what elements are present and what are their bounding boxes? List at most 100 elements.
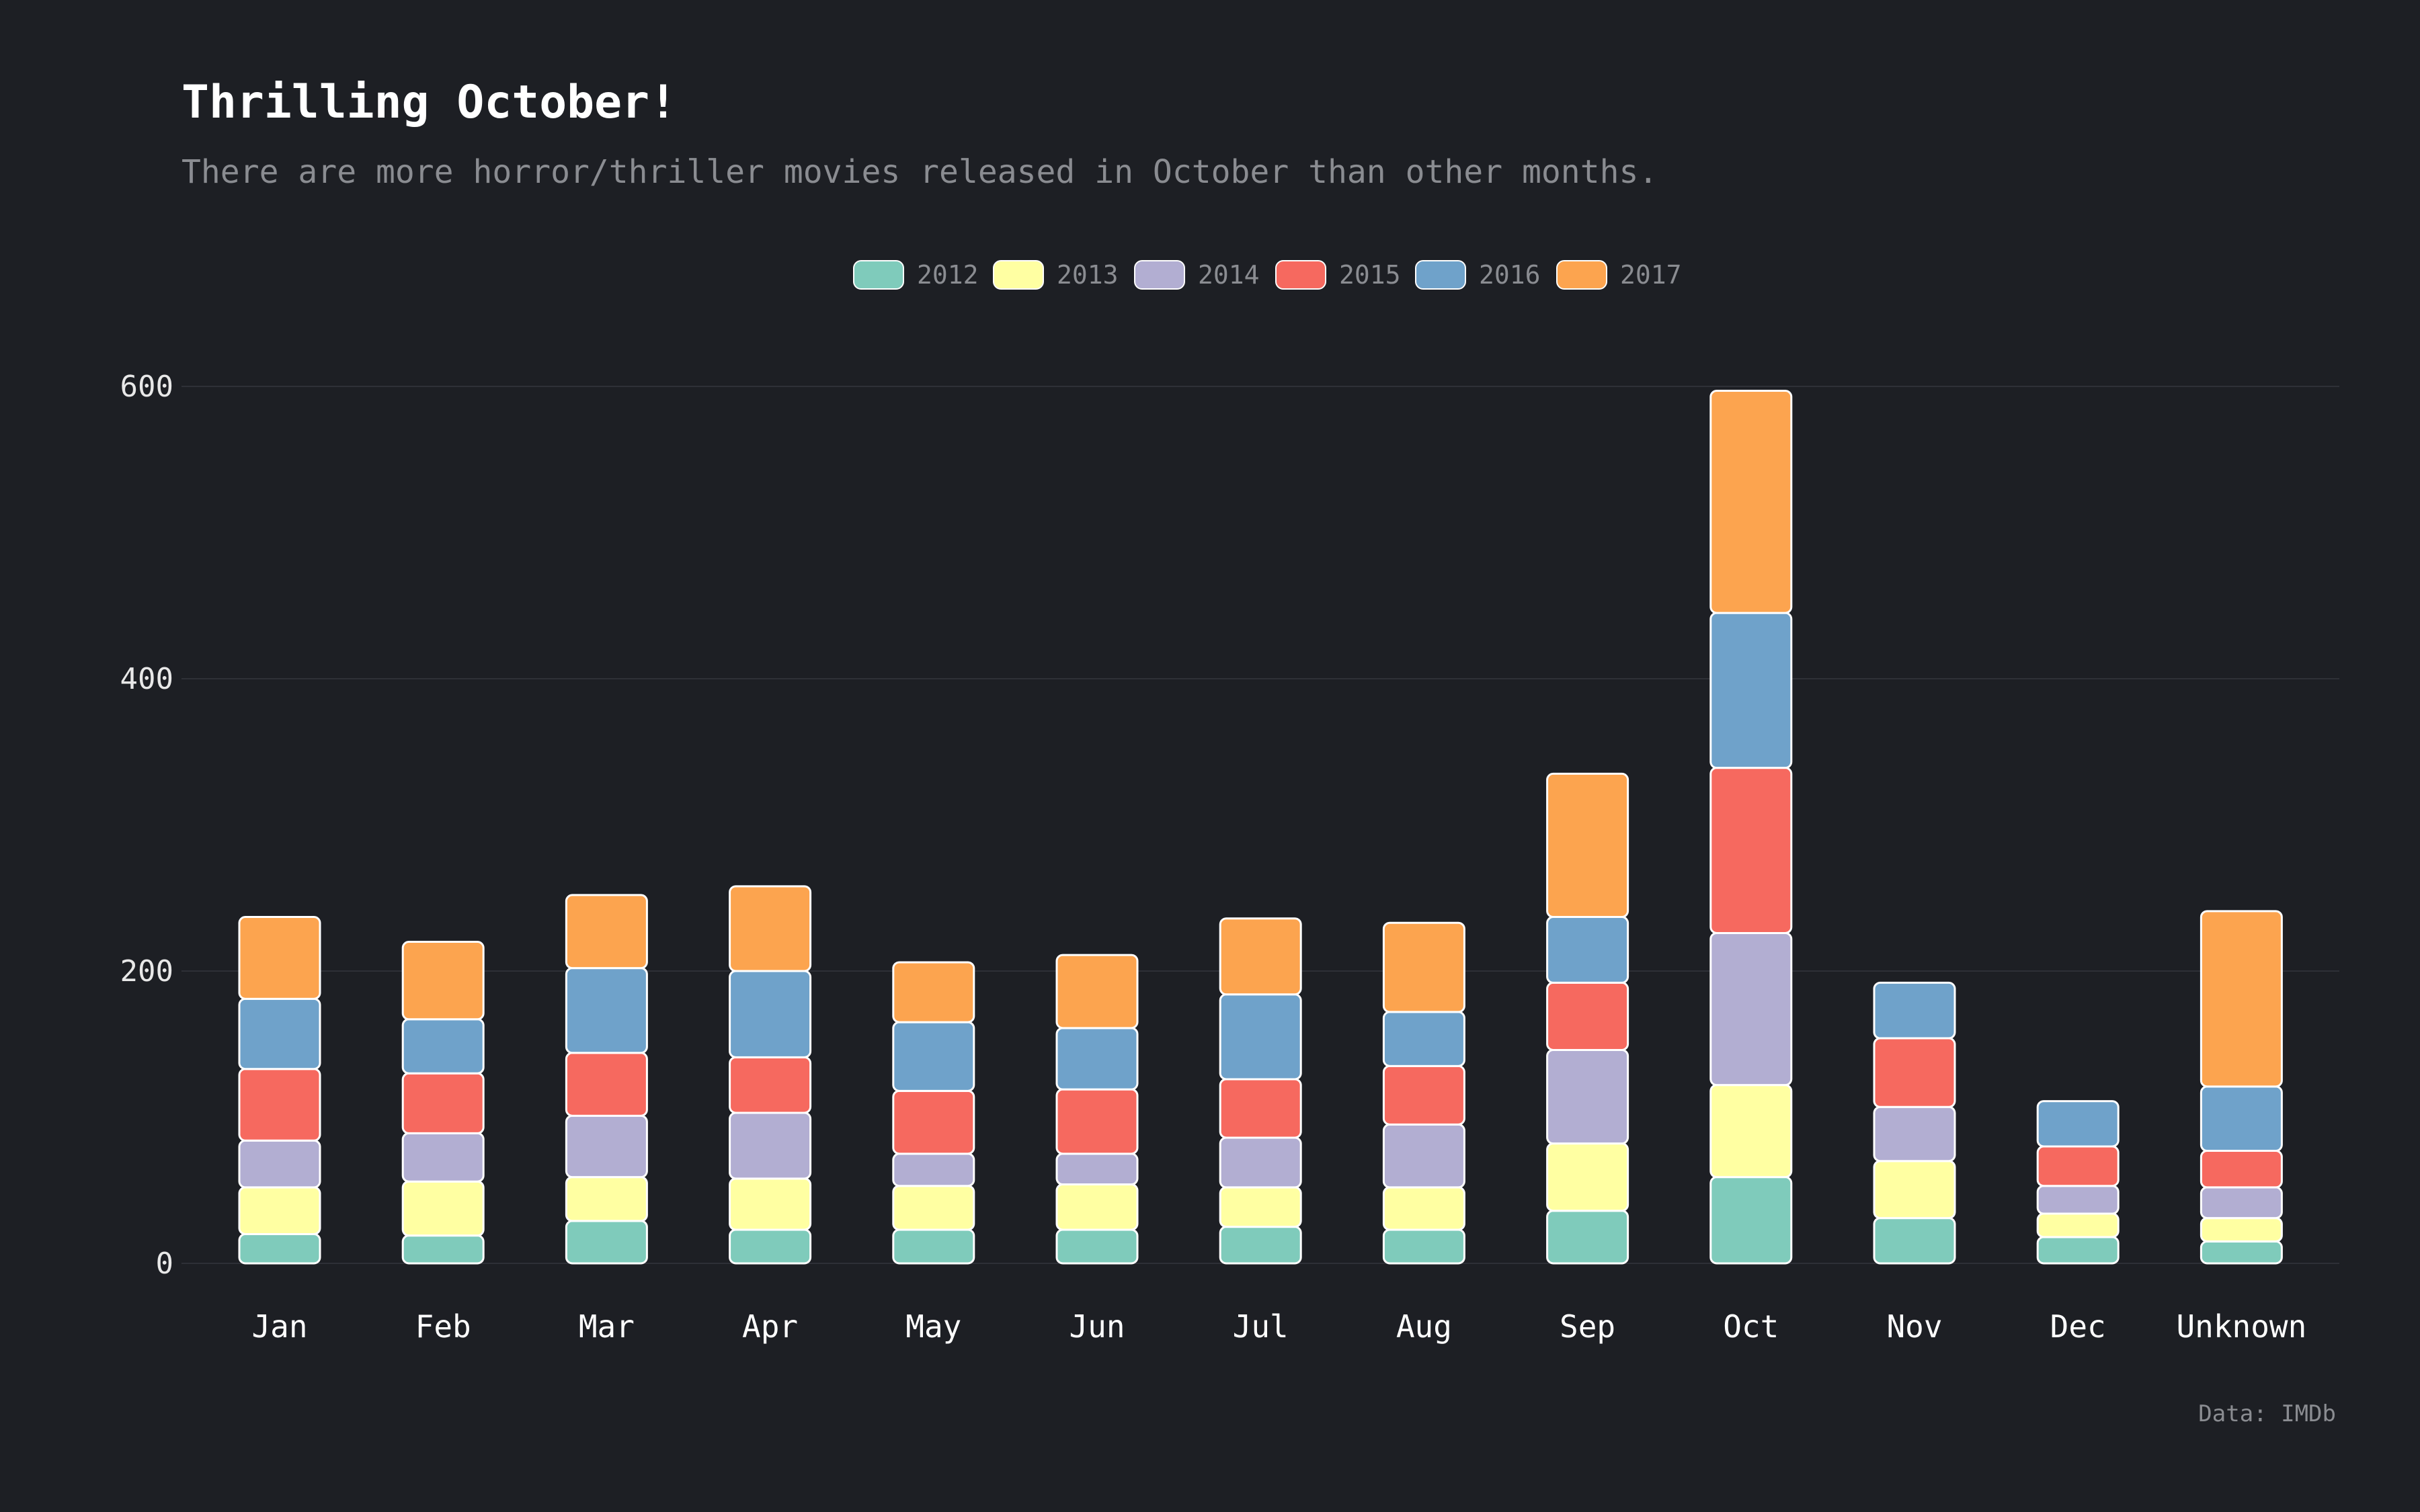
bar-segment-2013 bbox=[401, 1180, 485, 1237]
x-tick-label: Sep bbox=[1560, 1308, 1615, 1345]
legend-item-2015: 2015 bbox=[1275, 260, 1401, 290]
bar-segment-2017 bbox=[565, 894, 648, 970]
bar-segment-2016 bbox=[238, 997, 321, 1070]
x-tick-label: Dec bbox=[2050, 1308, 2106, 1345]
x-tick-label: Apr bbox=[742, 1308, 798, 1345]
bar-segment-2012 bbox=[2200, 1240, 2283, 1265]
source-note: Data: IMDb bbox=[2198, 1400, 2336, 1427]
bar-segment-2017 bbox=[1546, 772, 1629, 919]
bar-segment-2012 bbox=[1546, 1210, 1629, 1265]
legend-item-2016: 2016 bbox=[1415, 260, 1541, 290]
bar-segment-2015 bbox=[238, 1068, 321, 1142]
bar-stack-apr bbox=[729, 885, 812, 1265]
bar-segment-2013 bbox=[565, 1176, 648, 1222]
bar-segment-2017 bbox=[1709, 390, 1793, 614]
bar-stack-may bbox=[892, 961, 975, 1265]
bars bbox=[238, 390, 2283, 1265]
bar-segment-2017 bbox=[729, 885, 812, 972]
legend-swatch bbox=[853, 260, 904, 290]
bar-stack-jul bbox=[1219, 917, 1302, 1265]
bar-segment-2015 bbox=[2200, 1150, 2283, 1189]
bar-segment-2012 bbox=[1709, 1176, 1793, 1265]
bar-stack-jun bbox=[1055, 954, 1139, 1265]
bar-segment-2015 bbox=[1055, 1088, 1139, 1155]
bar-segment-2012 bbox=[401, 1234, 485, 1265]
bar-segment-2016 bbox=[1055, 1027, 1139, 1091]
bar-segment-2013 bbox=[1709, 1084, 1793, 1179]
x-tick-label: Nov bbox=[1886, 1308, 1942, 1345]
bar-segment-2012 bbox=[1219, 1226, 1302, 1265]
bar-segment-2017 bbox=[1382, 921, 1465, 1013]
x-tick-label: May bbox=[905, 1308, 961, 1345]
bar-segment-2014 bbox=[892, 1152, 975, 1187]
legend-swatch bbox=[1134, 260, 1185, 290]
legend-label: 2012 bbox=[917, 260, 979, 290]
bar-segment-2013 bbox=[1219, 1186, 1302, 1228]
legend-item-2013: 2013 bbox=[993, 260, 1119, 290]
legend: 2012 2013 2014 2015 2016 2017 bbox=[853, 260, 1682, 290]
bar-segment-2015 bbox=[401, 1072, 485, 1134]
bar-segment-2016 bbox=[1546, 916, 1629, 984]
legend-swatch bbox=[1556, 260, 1607, 290]
bar-segment-2016 bbox=[2200, 1085, 2283, 1152]
chart-title: Thrilling October! bbox=[182, 76, 677, 129]
bar-segment-2013 bbox=[1382, 1186, 1465, 1231]
legend-swatch bbox=[1275, 260, 1326, 290]
x-tick-label: Unknown bbox=[2176, 1308, 2306, 1345]
bar-segment-2016 bbox=[401, 1018, 485, 1075]
bar-segment-2014 bbox=[2200, 1186, 2283, 1220]
bar-stack-unknown bbox=[2200, 910, 2283, 1265]
legend-swatch bbox=[1415, 260, 1466, 290]
bar-segment-2017 bbox=[892, 961, 975, 1023]
bar-stack-sep bbox=[1546, 772, 1629, 1265]
bar-segment-2017 bbox=[1219, 917, 1302, 996]
x-axis: Jan Feb Mar Apr May Jun Jul Aug Sep Oct Nov Dec Unkn… bbox=[251, 1308, 2306, 1345]
x-tick-label: Aug bbox=[1396, 1308, 1452, 1345]
bar-segment-2016 bbox=[1709, 612, 1793, 769]
chart-subtitle: There are more horror/thriller movies re… bbox=[182, 153, 1658, 191]
x-tick-label: Feb bbox=[415, 1308, 471, 1345]
y-tick-label: 400 bbox=[120, 662, 173, 696]
bar-segment-2012 bbox=[1382, 1228, 1465, 1265]
x-tick-label: Jul bbox=[1233, 1308, 1289, 1345]
y-tick-label: 0 bbox=[156, 1247, 174, 1281]
x-tick-label: Jan bbox=[251, 1308, 307, 1345]
bar-segment-2014 bbox=[1382, 1123, 1465, 1189]
bar-segment-2012 bbox=[1055, 1228, 1139, 1265]
bar-segment-2016 bbox=[892, 1021, 975, 1092]
bar-segment-2014 bbox=[401, 1132, 485, 1183]
bar-segment-2015 bbox=[1546, 981, 1629, 1051]
y-tick-label: 200 bbox=[120, 954, 173, 989]
bar-segment-2012 bbox=[1873, 1217, 1956, 1265]
bar-stack-feb bbox=[401, 941, 485, 1265]
bar-segment-2015 bbox=[565, 1052, 648, 1117]
bar-segment-2014 bbox=[1219, 1136, 1302, 1189]
bar-stack-oct bbox=[1709, 390, 1793, 1265]
bar-segment-2017 bbox=[1055, 954, 1139, 1030]
bar-segment-2014 bbox=[238, 1139, 321, 1189]
bar-segment-2014 bbox=[1055, 1152, 1139, 1186]
bar-segment-2012 bbox=[2036, 1236, 2120, 1265]
bar-segment-2013 bbox=[1055, 1183, 1139, 1231]
bar-segment-2016 bbox=[2036, 1100, 2120, 1148]
bar-segment-2013 bbox=[892, 1185, 975, 1231]
legend-label: 2014 bbox=[1198, 260, 1260, 290]
bar-segment-2017 bbox=[2200, 910, 2283, 1088]
legend-swatch bbox=[993, 260, 1044, 290]
legend-label: 2013 bbox=[1057, 260, 1119, 290]
x-tick-label: Jun bbox=[1069, 1308, 1125, 1345]
bar-segment-2016 bbox=[729, 970, 812, 1058]
bar-segment-2014 bbox=[1873, 1105, 1956, 1163]
bar-segment-2013 bbox=[2036, 1212, 2120, 1238]
bar-segment-2013 bbox=[729, 1177, 812, 1231]
x-tick-label: Oct bbox=[1723, 1308, 1779, 1345]
bar-segment-2015 bbox=[1873, 1037, 1956, 1108]
legend-label: 2017 bbox=[1620, 260, 1682, 290]
bar-segment-2013 bbox=[2200, 1217, 2283, 1243]
bar-segment-2016 bbox=[1219, 993, 1302, 1081]
bar-segment-2014 bbox=[729, 1111, 812, 1180]
bar-segment-2014 bbox=[565, 1114, 648, 1179]
bar-stack-aug bbox=[1382, 921, 1465, 1265]
